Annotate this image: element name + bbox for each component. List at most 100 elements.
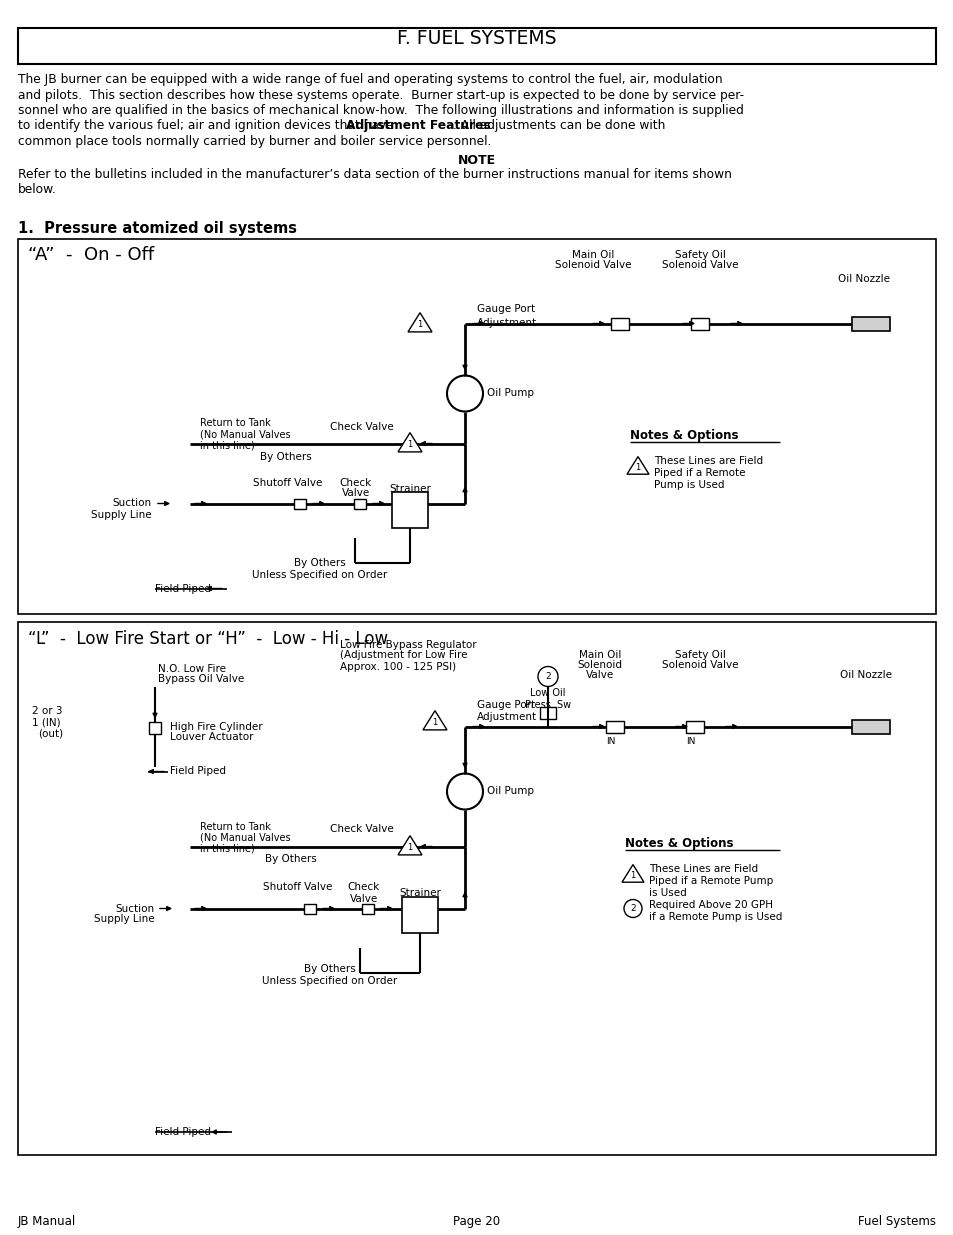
Text: Main Oil: Main Oil (571, 251, 614, 261)
Text: IN: IN (685, 736, 695, 746)
Text: Gauge Port: Gauge Port (476, 699, 535, 709)
Text: Louver Actuator: Louver Actuator (170, 732, 253, 742)
Text: 1: 1 (635, 463, 640, 472)
Text: Required Above 20 GPH: Required Above 20 GPH (648, 899, 772, 909)
Bar (690, 317, 708, 330)
Bar (294, 499, 306, 509)
Text: Notes & Options: Notes & Options (624, 836, 733, 850)
Text: Piped if a Remote Pump: Piped if a Remote Pump (648, 876, 773, 885)
Text: Valve: Valve (350, 893, 377, 904)
Text: High Fire Cylinder: High Fire Cylinder (170, 721, 262, 731)
Bar (851, 316, 889, 331)
Polygon shape (626, 457, 648, 474)
Text: 1: 1 (630, 871, 635, 881)
Text: Press. Sw: Press. Sw (524, 699, 571, 709)
Text: in this line): in this line) (200, 844, 254, 853)
Bar (685, 720, 703, 732)
Text: Return to Tank: Return to Tank (200, 419, 271, 429)
Bar (605, 720, 623, 732)
Text: 2: 2 (544, 672, 550, 680)
Text: Field Piped: Field Piped (154, 1128, 211, 1137)
Text: (No Manual Valves: (No Manual Valves (200, 832, 291, 842)
Text: Low Fire Bypass Regulator: Low Fire Bypass Regulator (339, 640, 476, 650)
Text: Notes & Options: Notes & Options (629, 429, 738, 441)
Text: Adjustment Features: Adjustment Features (346, 120, 491, 132)
Bar (392, 492, 428, 527)
Text: Safety Oil: Safety Oil (674, 650, 724, 659)
Text: (No Manual Valves: (No Manual Valves (200, 430, 291, 440)
Text: Piped if a Remote: Piped if a Remote (654, 468, 744, 478)
Text: Solenoid Valve: Solenoid Valve (554, 261, 631, 270)
Text: (out): (out) (38, 729, 63, 739)
Text: By Others: By Others (294, 557, 346, 568)
Text: Low Oil: Low Oil (530, 688, 565, 699)
Text: Solenoid Valve: Solenoid Valve (661, 659, 738, 669)
Text: Check: Check (348, 883, 379, 893)
Bar (851, 720, 889, 734)
Text: 2 or 3: 2 or 3 (32, 706, 63, 716)
Text: Adjustment: Adjustment (476, 319, 537, 329)
Text: These Lines are Field: These Lines are Field (654, 456, 762, 466)
Text: Oil Pump: Oil Pump (486, 389, 534, 399)
Text: Approx. 100 - 125 PSI): Approx. 100 - 125 PSI) (339, 662, 456, 672)
Text: Check Valve: Check Valve (330, 825, 394, 835)
Bar (610, 317, 628, 330)
Polygon shape (422, 710, 447, 730)
Bar (18, 238, 935, 614)
Polygon shape (397, 836, 421, 855)
Text: Main Oil: Main Oil (578, 650, 620, 659)
Bar (354, 499, 366, 509)
Text: Field Piped: Field Piped (170, 767, 226, 777)
Text: Strainer: Strainer (389, 483, 431, 494)
Text: 1: 1 (407, 844, 413, 852)
Text: Check Valve: Check Valve (330, 421, 394, 431)
Text: if a Remote Pump is Used: if a Remote Pump is Used (648, 911, 781, 921)
Text: Check: Check (339, 478, 372, 488)
Text: F. FUEL SYSTEMS: F. FUEL SYSTEMS (396, 28, 557, 48)
Text: sonnel who are qualified in the basics of mechanical know-how.  The following il: sonnel who are qualified in the basics o… (18, 104, 743, 117)
Text: Suction: Suction (112, 499, 152, 509)
Text: Field Piped: Field Piped (154, 583, 211, 594)
Text: 1.  Pressure atomized oil systems: 1. Pressure atomized oil systems (18, 221, 296, 236)
Text: (Adjustment for Low Fire: (Adjustment for Low Fire (339, 651, 467, 661)
Text: 2: 2 (630, 904, 635, 913)
Text: Valve: Valve (341, 489, 370, 499)
Bar (18, 28, 935, 64)
Text: in this line): in this line) (200, 441, 254, 451)
Text: These Lines are Field: These Lines are Field (648, 863, 758, 873)
Text: 1: 1 (407, 440, 413, 450)
Bar (539, 706, 556, 719)
Text: Safety Oil: Safety Oil (674, 251, 724, 261)
Text: Gauge Port: Gauge Port (476, 304, 535, 314)
Text: By Others: By Others (260, 452, 312, 462)
Text: “A”  -  On - Off: “A” - On - Off (28, 247, 154, 264)
Text: IN: IN (606, 736, 615, 746)
Text: Solenoid: Solenoid (577, 659, 622, 669)
Text: NOTE: NOTE (457, 153, 496, 167)
Bar (304, 904, 315, 914)
Text: to identify the various fuel; air and ignition devices that have: to identify the various fuel; air and ig… (18, 120, 397, 132)
Text: Oil Pump: Oil Pump (486, 787, 534, 797)
Text: Suction: Suction (115, 904, 154, 914)
Text: By Others: By Others (265, 855, 316, 864)
Text: Supply Line: Supply Line (91, 510, 152, 520)
Bar (361, 904, 374, 914)
Text: N.O. Low Fire: N.O. Low Fire (158, 663, 226, 673)
Text: is Used: is Used (648, 888, 686, 898)
Text: Strainer: Strainer (398, 888, 440, 899)
Bar (401, 897, 437, 932)
Text: By Others: By Others (304, 965, 355, 974)
Text: Shutoff Valve: Shutoff Valve (263, 883, 333, 893)
Text: Unless Specified on Order: Unless Specified on Order (253, 569, 387, 579)
Text: Return to Tank: Return to Tank (200, 821, 271, 831)
Polygon shape (408, 312, 432, 332)
Text: Unless Specified on Order: Unless Specified on Order (262, 977, 397, 987)
Text: 1: 1 (416, 320, 422, 330)
Text: JB Manual: JB Manual (18, 1215, 76, 1228)
Text: Solenoid Valve: Solenoid Valve (661, 261, 738, 270)
Text: The JB burner can be equipped with a wide range of fuel and operating systems to: The JB burner can be equipped with a wid… (18, 73, 721, 86)
Text: 1: 1 (432, 719, 437, 727)
Text: Fuel Systems: Fuel Systems (857, 1215, 935, 1228)
Text: Page 20: Page 20 (453, 1215, 500, 1228)
Text: Adjustment: Adjustment (476, 711, 537, 721)
